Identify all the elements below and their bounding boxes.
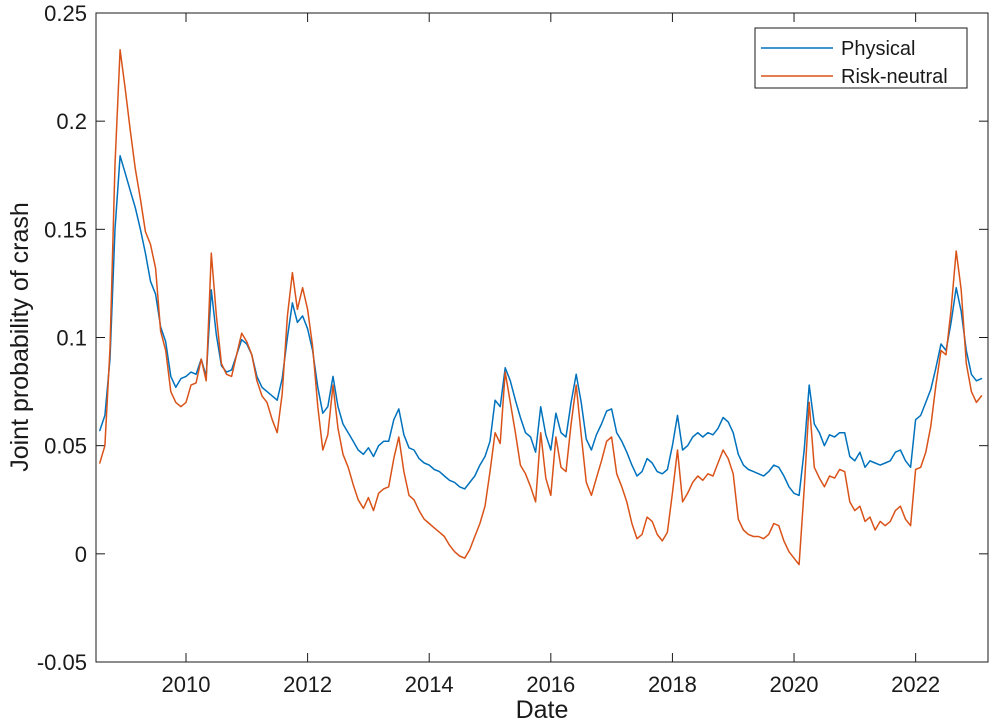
legend-item-risk-neutral: Risk-neutral (761, 66, 948, 88)
x-axis-label: Date (516, 696, 569, 724)
y-tick-label: 0 (75, 542, 87, 567)
x-tick-label: 2012 (283, 672, 332, 697)
legend-label-physical: Physical (841, 38, 915, 60)
x-tick-label: 2010 (162, 672, 211, 697)
series-line-risk-neutral (99, 49, 983, 566)
x-tick-label: 2022 (891, 672, 940, 697)
x-axis-ticks: 2010 2012 2014 2016 2018 2020 2022 (162, 13, 940, 697)
y-tick-label: 0.1 (56, 326, 87, 351)
y-tick-label: 0.25 (44, 1, 87, 26)
x-tick-label: 2020 (770, 672, 819, 697)
series-line-physical (99, 155, 983, 497)
x-tick-label: 2014 (405, 672, 454, 697)
y-tick-label: 0.2 (56, 109, 87, 134)
y-tick-label: -0.05 (37, 650, 87, 675)
plot-area-border (95, 12, 989, 663)
legend-box (754, 27, 968, 89)
x-tick-label: 2018 (648, 672, 697, 697)
y-axis-label: Joint probability of crash (6, 202, 34, 472)
series-lines (99, 49, 983, 566)
legend: Physical Risk-neutral (754, 27, 968, 89)
y-tick-label: 0.05 (44, 434, 87, 459)
x-tick-label: 2016 (526, 672, 575, 697)
y-tick-label: 0.15 (44, 217, 87, 242)
y-axis-ticks: -0.05 0 0.05 0.1 0.15 0.2 0.25 (37, 1, 988, 675)
legend-label-risk-neutral: Risk-neutral (841, 66, 948, 88)
legend-item-physical: Physical (761, 38, 915, 60)
